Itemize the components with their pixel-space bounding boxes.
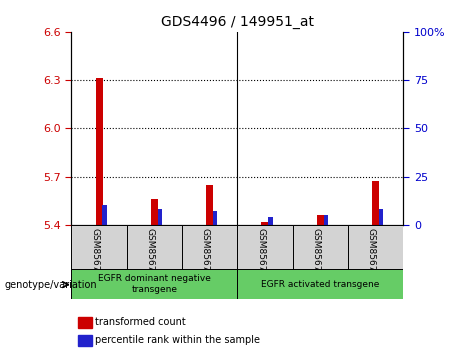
Bar	[95, 79, 103, 225]
Text: GSM856797: GSM856797	[366, 228, 376, 284]
Text: GSM856793: GSM856793	[145, 228, 154, 284]
Text: genotype/variation: genotype/variation	[5, 280, 97, 290]
Text: GSM856795: GSM856795	[256, 228, 265, 284]
FancyBboxPatch shape	[71, 225, 127, 271]
FancyBboxPatch shape	[182, 225, 237, 271]
Bar	[268, 217, 273, 225]
Text: EGFR dominant negative
transgene: EGFR dominant negative transgene	[98, 274, 211, 294]
Bar	[317, 215, 324, 225]
FancyBboxPatch shape	[293, 225, 348, 271]
Text: EGFR activated transgene: EGFR activated transgene	[261, 280, 379, 289]
Text: GSM856796: GSM856796	[311, 228, 320, 284]
Bar	[372, 181, 379, 225]
Bar	[213, 211, 218, 225]
Text: GSM856792: GSM856792	[90, 228, 99, 283]
Bar	[261, 222, 269, 225]
Bar	[78, 335, 92, 346]
FancyBboxPatch shape	[348, 225, 403, 271]
Text: transformed count: transformed count	[95, 318, 185, 327]
Text: GSM856794: GSM856794	[201, 228, 210, 283]
Bar	[379, 209, 384, 225]
Bar	[324, 215, 328, 225]
FancyBboxPatch shape	[237, 269, 403, 299]
Bar	[78, 317, 92, 328]
Text: percentile rank within the sample: percentile rank within the sample	[95, 335, 260, 346]
Bar	[151, 199, 158, 225]
Title: GDS4496 / 149951_at: GDS4496 / 149951_at	[161, 16, 314, 29]
FancyBboxPatch shape	[237, 225, 293, 271]
FancyBboxPatch shape	[127, 225, 182, 271]
FancyBboxPatch shape	[71, 269, 237, 299]
Bar	[206, 184, 213, 225]
Bar	[158, 209, 162, 225]
Bar	[102, 205, 107, 225]
